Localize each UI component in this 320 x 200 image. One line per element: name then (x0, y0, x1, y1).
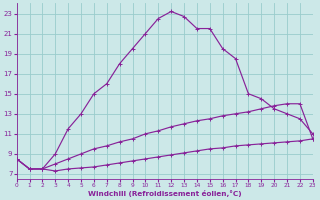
X-axis label: Windchill (Refroidissement éolien,°C): Windchill (Refroidissement éolien,°C) (88, 190, 242, 197)
